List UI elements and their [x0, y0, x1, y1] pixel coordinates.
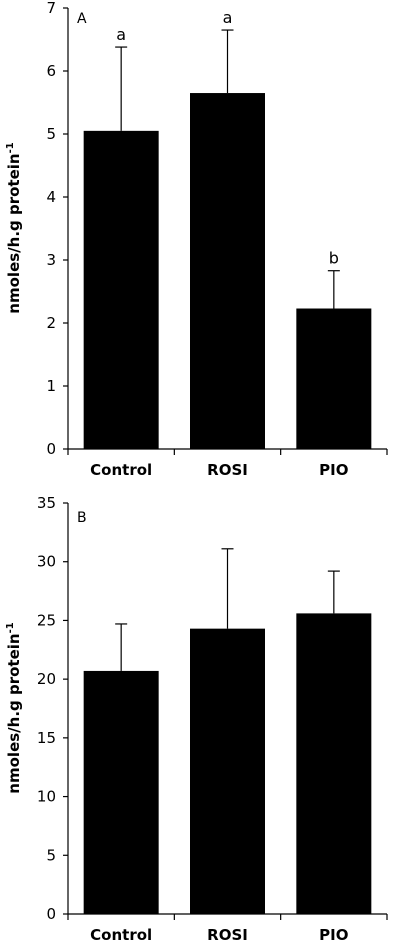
- bar-control: [83, 130, 159, 449]
- x-tick-label: PIO: [319, 926, 348, 942]
- y-tick-label: 0: [46, 440, 56, 458]
- y-tick-label: 4: [46, 188, 56, 206]
- bar-pio: [296, 613, 372, 914]
- panel-label: A: [77, 11, 87, 27]
- bar-rosi: [190, 628, 265, 914]
- y-tick-label: 5: [46, 125, 56, 143]
- y-tick-label: 25: [37, 611, 56, 629]
- chart-panel-b: 0 5 10 15 20 25 30 35 Control ROSI PIO nmoles/h.g p…: [5, 494, 388, 942]
- y-tick-label: 10: [37, 788, 56, 806]
- chart-panel-a: 0 1 2 3 4 5 6 7 Control ROSI PIO a a b nmoles/h.g prot…: [5, 0, 388, 479]
- x-tick-label: Control: [90, 926, 152, 942]
- y-axis-label: nmoles/h.g protein-1: [5, 142, 23, 313]
- significance-letter: a: [223, 8, 233, 27]
- x-tick-label: ROSI: [207, 461, 248, 479]
- y-tick-label: 20: [37, 670, 56, 688]
- y-tick-label: 35: [37, 494, 56, 512]
- y-tick-label: 3: [46, 251, 56, 269]
- x-tick-label: Control: [90, 461, 152, 479]
- y-tick-label: 1: [46, 377, 56, 395]
- y-tick-label: 6: [46, 62, 56, 80]
- x-tick-label: PIO: [319, 461, 348, 479]
- significance-letter: a: [116, 25, 126, 44]
- bar-rosi: [190, 93, 265, 450]
- y-tick-label: 15: [37, 729, 56, 747]
- x-tick-label: ROSI: [207, 926, 248, 942]
- bar-control: [83, 670, 159, 914]
- y-tick-label: 5: [46, 846, 56, 864]
- bar-pio: [296, 308, 372, 449]
- y-tick-label: 2: [46, 314, 56, 332]
- y-tick-label: 0: [46, 905, 56, 923]
- significance-letter: b: [329, 249, 339, 268]
- y-tick-label: 7: [46, 0, 56, 17]
- y-axis-label: nmoles/h.g protein-1: [5, 622, 23, 793]
- y-tick-label: 30: [37, 553, 56, 571]
- panel-label: B: [77, 510, 87, 526]
